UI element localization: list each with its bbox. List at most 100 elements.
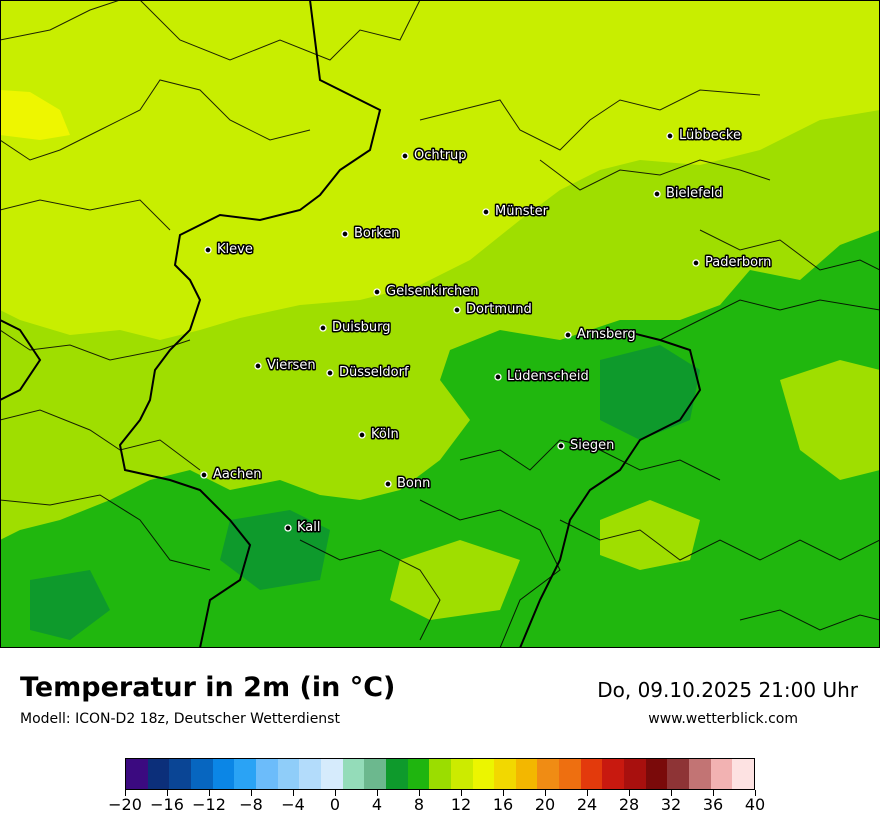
colorbar-tick: [419, 790, 420, 796]
website-link[interactable]: www.wetterblick.com: [648, 711, 798, 727]
svg-text:Münster: Münster: [495, 204, 549, 219]
city-kleve[interactable]: Kleve: [204, 241, 254, 259]
city-bonn[interactable]: Bonn: [384, 475, 432, 493]
colorbar-tick: [377, 790, 378, 796]
colorbar-tick-label: 32: [660, 795, 682, 814]
city-dortmund[interactable]: Dortmund: [453, 301, 533, 319]
colorbar-tick-label: −12: [192, 795, 226, 814]
map-title: Temperatur in 2m (in °C): [20, 672, 396, 703]
city-gelsenkirchen[interactable]: Gelsenkirchen: [373, 283, 480, 301]
warm-spot: [0, 90, 70, 140]
colorbar-swatch: [126, 759, 148, 789]
colorbar-tick-label: −16: [150, 795, 184, 814]
city-aachen[interactable]: Aachen: [200, 466, 263, 484]
svg-text:Arnsberg: Arnsberg: [577, 327, 636, 342]
temperature-map: Lübbecke Ochtrup Bielefeld Münster Borke…: [0, 0, 880, 648]
colorbar-tick-label: 36: [702, 795, 724, 814]
svg-text:Bonn: Bonn: [397, 476, 430, 491]
colorbar-swatch: [429, 759, 451, 789]
colorbar-swatch: [299, 759, 321, 789]
colorbar-tick: [545, 790, 546, 796]
temp-zone-14: [600, 345, 700, 440]
city-luebbecke[interactable]: Lübbecke: [666, 127, 742, 145]
colorbar-swatch: [385, 759, 408, 789]
region-borders: [0, 0, 880, 648]
colorbar-tick: [587, 790, 588, 796]
city-duesseldorf[interactable]: Düsseldorf: [326, 364, 410, 382]
svg-text:Gelsenkirchen: Gelsenkirchen: [386, 284, 479, 299]
colorbar-tick-label: 16: [492, 795, 514, 814]
colorbar-tick: [251, 790, 252, 796]
colorbar-tick: [335, 790, 336, 796]
colorbar-swatch: [277, 759, 300, 789]
colorbar-swatch: [624, 759, 646, 789]
colorbar-tick: [671, 790, 672, 796]
temperature-colorbar: [125, 758, 755, 790]
colorbar-swatch: [320, 759, 343, 789]
temp-zone-11-patch-south: [390, 540, 520, 620]
city-borken[interactable]: Borken: [341, 225, 401, 243]
svg-text:Kleve: Kleve: [217, 242, 253, 257]
colorbar-swatch: [234, 759, 256, 789]
svg-text:Duisburg: Duisburg: [332, 320, 391, 335]
colorbar-tick-label: −8: [239, 795, 263, 814]
colorbar-tick-label: 4: [371, 795, 383, 814]
city-bielefeld[interactable]: Bielefeld: [653, 185, 724, 203]
city-viersen[interactable]: Viersen: [254, 357, 317, 375]
forecast-datetime: Do, 09.10.2025 21:00 Uhr: [597, 678, 858, 702]
colorbar-ticks: −20 −16 −12 −8 −4 0 4 8 12 16 20 24 28 32 36 40: [108, 790, 765, 820]
colorbar-swatch: [212, 759, 235, 789]
city-kall[interactable]: Kall: [284, 519, 322, 537]
svg-text:Köln: Köln: [371, 427, 399, 442]
city-ochtrup[interactable]: Ochtrup: [401, 147, 468, 165]
temp-zone-14-south: [30, 570, 110, 640]
colorbar-swatch: [515, 759, 538, 789]
colorbar-tick-label: −20: [108, 795, 142, 814]
temp-zone-11-patch-east: [780, 360, 880, 480]
city-muenster[interactable]: Münster: [482, 203, 550, 221]
colorbar-tick: [503, 790, 504, 796]
colorbar-tick: [629, 790, 630, 796]
colorbar-tick: [755, 790, 756, 796]
svg-text:Viersen: Viersen: [267, 358, 316, 373]
city-paderborn[interactable]: Paderborn: [692, 254, 773, 272]
city-koeln[interactable]: Köln: [358, 426, 400, 444]
colorbar-swatch: [559, 759, 581, 789]
colorbar-tick-label: 20: [534, 795, 556, 814]
colorbar-tick-label: 0: [329, 795, 341, 814]
colorbar-swatch: [494, 759, 516, 789]
colorbar-tick-label: 40: [744, 795, 766, 814]
svg-text:Lübbecke: Lübbecke: [679, 128, 741, 143]
colorbar-swatch: [169, 759, 191, 789]
colorbar-swatch: [255, 759, 278, 789]
colorbar-swatch: [407, 759, 430, 789]
temp-zone-14-eifel: [220, 510, 330, 590]
colorbar-tick-label: 24: [576, 795, 598, 814]
svg-text:Ochtrup: Ochtrup: [414, 148, 467, 163]
svg-text:Lüdenscheid: Lüdenscheid: [507, 369, 589, 384]
city-duisburg[interactable]: Duisburg: [319, 319, 392, 337]
colorbar-swatch: [732, 759, 755, 789]
colorbar-tick: [167, 790, 168, 796]
state-borders: [0, 0, 702, 648]
colorbar-tick: [713, 790, 714, 796]
colorbar-tick-label: 12: [450, 795, 472, 814]
colorbar-swatch: [645, 759, 668, 789]
city-siegen[interactable]: Siegen: [557, 437, 616, 455]
colorbar-swatch: [710, 759, 733, 789]
colorbar-swatch: [537, 759, 560, 789]
colorbar-tick-label: 8: [413, 795, 425, 814]
svg-text:Kall: Kall: [297, 520, 321, 535]
colorbar-swatch: [364, 759, 386, 789]
city-arnsberg[interactable]: Arnsberg: [564, 326, 637, 344]
svg-text:Siegen: Siegen: [570, 438, 614, 453]
colorbar-tick: [209, 790, 210, 796]
svg-text:Düsseldorf: Düsseldorf: [339, 365, 409, 380]
svg-text:Bielefeld: Bielefeld: [666, 186, 723, 201]
city-luedenscheid[interactable]: Lüdenscheid: [494, 368, 590, 386]
colorbar-swatch: [689, 759, 711, 789]
colorbar-tick-label: 28: [618, 795, 640, 814]
colorbar-tick: [461, 790, 462, 796]
temp-zone-11-patch: [600, 500, 700, 570]
colorbar-tick-label: −4: [281, 795, 305, 814]
